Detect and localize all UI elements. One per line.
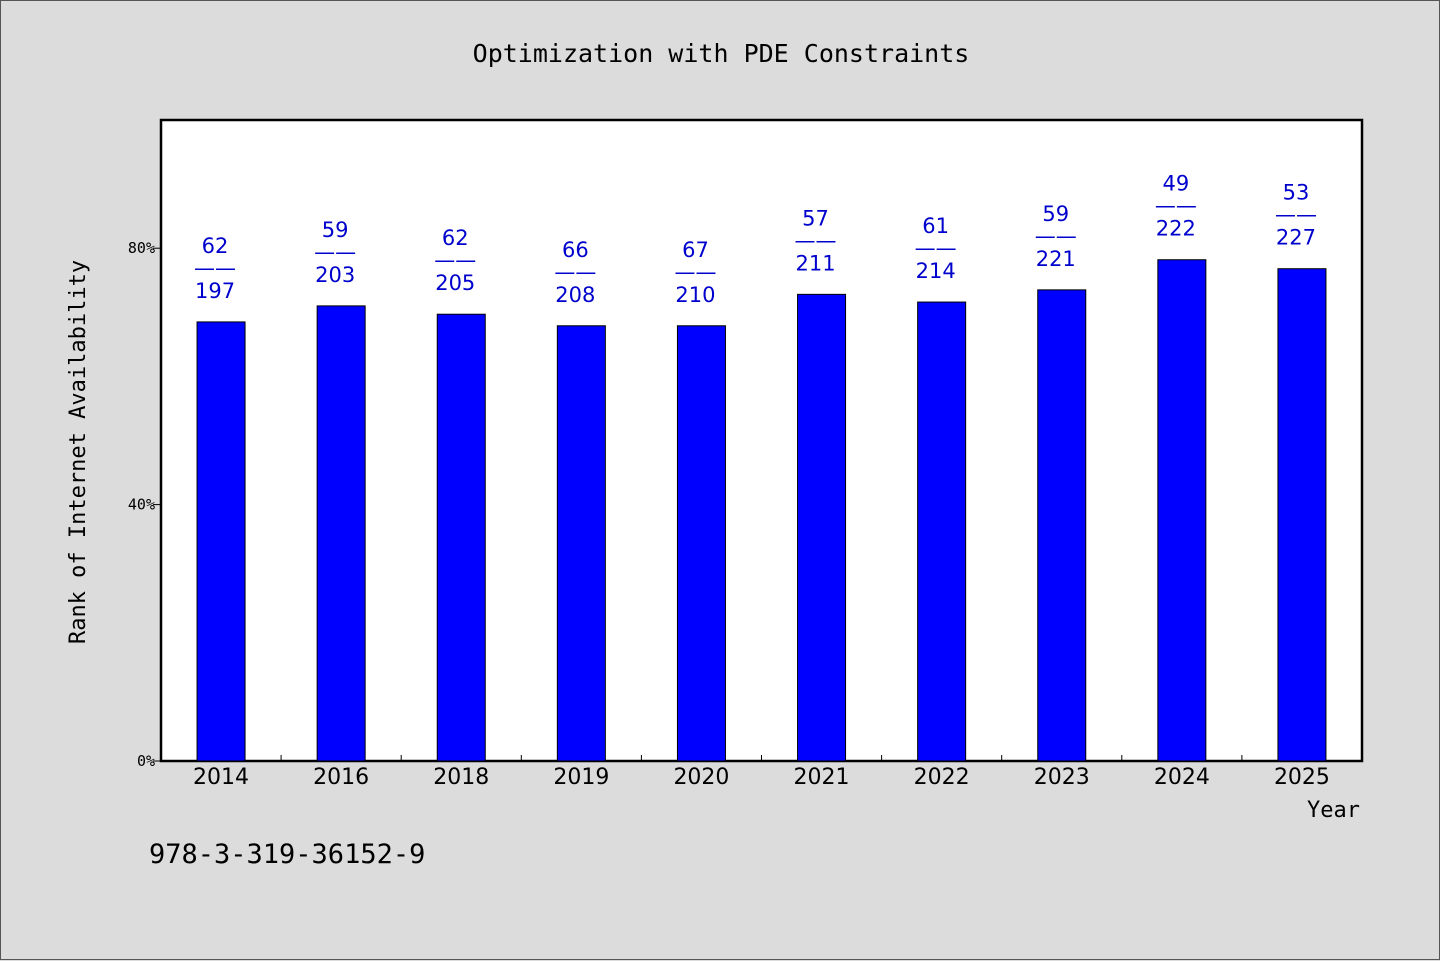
data-label-top: 62 <box>202 234 229 258</box>
data-label-bottom: 205 <box>435 271 475 295</box>
data-label-bottom: 222 <box>1156 217 1196 241</box>
data-label-sep: —— <box>795 228 837 252</box>
bar-2022 <box>917 301 967 762</box>
data-label-sep: —— <box>674 260 716 284</box>
bar-2023 <box>1037 289 1087 762</box>
data-label-bottom: 197 <box>195 279 235 303</box>
bar-2024 <box>1157 259 1207 762</box>
x-tick-label: 2023 <box>1034 765 1090 790</box>
data-labels: 62——19759——20362——20566——20867——21057——2… <box>194 172 1317 307</box>
bars <box>196 259 1327 762</box>
data-label-bottom: 210 <box>675 283 715 307</box>
data-label: 59——203 <box>314 218 356 287</box>
bar-2016 <box>316 305 366 762</box>
x-tick-label: 2021 <box>794 765 850 790</box>
bar-2018 <box>436 313 486 762</box>
y-axis: 0% 40% 80% <box>128 239 161 770</box>
data-label-sep: —— <box>194 256 236 280</box>
x-tick-label: 2018 <box>433 765 489 790</box>
x-tick-label: 2016 <box>313 765 369 790</box>
bar-2020 <box>676 325 726 762</box>
data-label-sep: —— <box>554 260 596 284</box>
data-label: 66——208 <box>554 238 596 307</box>
data-label-sep: —— <box>314 240 356 264</box>
data-label-top: 67 <box>682 238 709 262</box>
x-tick-label: 2020 <box>673 765 729 790</box>
data-label: 57——211 <box>795 206 837 275</box>
x-tick-label: 2022 <box>914 765 970 790</box>
data-label-top: 53 <box>1283 181 1310 205</box>
x-tick-label: 2024 <box>1154 765 1210 790</box>
data-label: 67——210 <box>674 238 716 307</box>
bar-2025 <box>1277 268 1327 762</box>
chart-title: Optimization with PDE Constraints <box>473 39 970 68</box>
y-axis-title: Rank of Internet Availability <box>66 260 91 644</box>
data-label: 49——222 <box>1155 172 1197 241</box>
data-label: 61——214 <box>915 214 957 283</box>
data-label-sep: —— <box>434 248 476 272</box>
data-label-bottom: 211 <box>796 251 836 275</box>
y-tick-label: 40% <box>128 496 155 514</box>
data-label-bottom: 214 <box>916 259 956 283</box>
data-label: 62——197 <box>194 234 236 303</box>
x-axis-title: Year <box>1307 798 1360 823</box>
data-label-top: 49 <box>1162 172 1189 196</box>
data-label-top: 57 <box>802 206 829 230</box>
x-tick-label: 2019 <box>553 765 609 790</box>
x-axis: 2014 2016 2018 2019 2020 2021 2022 2023 2024 2025 <box>193 755 1330 790</box>
bar-2014 <box>196 321 246 762</box>
data-label-sep: —— <box>1275 203 1317 227</box>
data-label: 53——227 <box>1275 181 1317 250</box>
data-label-top: 61 <box>922 214 949 238</box>
bar-2021 <box>797 293 847 762</box>
data-label: 59——221 <box>1035 202 1077 271</box>
footer-isbn: 978-3-319-36152-9 <box>149 839 425 870</box>
data-label-top: 59 <box>1042 202 1069 226</box>
data-label-bottom: 227 <box>1276 226 1316 250</box>
x-tick-label: 2025 <box>1274 765 1330 790</box>
y-tick-label: 80% <box>128 239 155 257</box>
data-label-sep: —— <box>915 236 957 260</box>
data-label: 62——205 <box>434 226 476 295</box>
data-label-sep: —— <box>1155 194 1197 218</box>
bar-2019 <box>556 325 606 762</box>
data-label-sep: —— <box>1035 224 1077 248</box>
data-label-bottom: 221 <box>1036 247 1076 271</box>
x-tick-label: 2014 <box>193 765 249 790</box>
y-tick-label: 0% <box>137 752 155 770</box>
data-label-top: 59 <box>322 218 349 242</box>
data-label-top: 62 <box>442 226 469 250</box>
data-label-top: 66 <box>562 238 589 262</box>
data-label-bottom: 208 <box>555 283 595 307</box>
data-label-bottom: 203 <box>315 263 355 287</box>
